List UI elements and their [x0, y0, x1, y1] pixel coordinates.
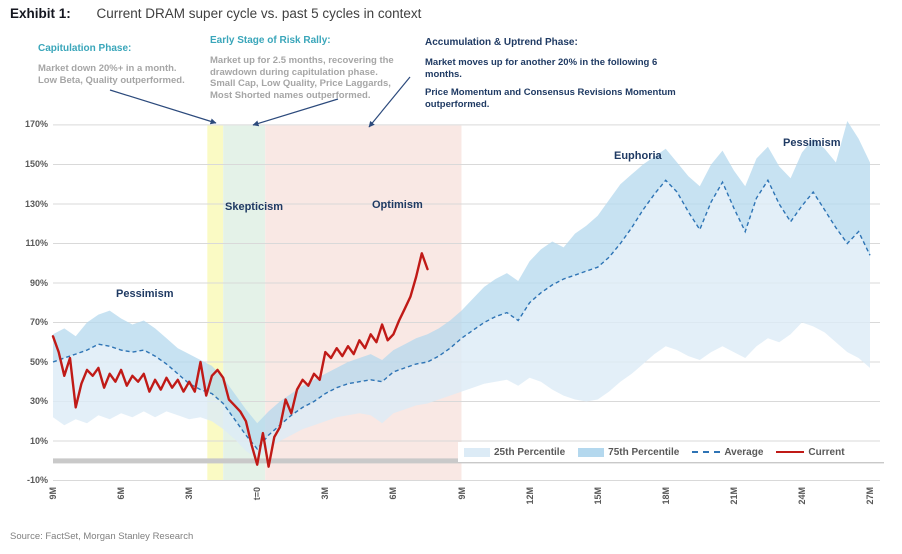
- y-tick-label: 130%: [24, 198, 48, 209]
- y-tick-label: 10%: [29, 435, 48, 446]
- legend-item-current: Current: [776, 446, 845, 458]
- legend-label: Average: [724, 446, 764, 458]
- x-tick-label: 12M: [524, 487, 535, 505]
- sentiment-label-pessimism-left: Pessimism: [116, 288, 174, 300]
- x-tick-label: 9M: [456, 487, 467, 500]
- y-tick-label: 30%: [29, 396, 48, 406]
- annotation-arrow-2: [252, 98, 339, 127]
- x-tick-label: 15M: [592, 487, 603, 505]
- x-tick-label: t=0: [252, 487, 263, 501]
- chart-legend: 25th Percentile 75th Percentile Average …: [458, 442, 886, 462]
- x-tick-label: 27M: [865, 487, 875, 505]
- legend-swatch-25th-percentile: [464, 447, 490, 457]
- annotation-risk-rally: Early Stage of Risk Rally: Market up for…: [210, 35, 435, 101]
- annotation-text: Market down 20%+ in a month.: [38, 63, 177, 74]
- legend-item-25th-percentile: 25th Percentile: [464, 447, 565, 458]
- annotation-capitulation: Capitulation Phase: Market down 20%+ in …: [38, 43, 228, 86]
- annotation-text: Market up for 2.5 months, recovering the: [210, 55, 394, 66]
- page-title: Current DRAM super cycle vs. past 5 cycl…: [96, 6, 422, 21]
- annotation-arrow-1: [109, 89, 217, 125]
- sentiment-label-optimism: Optimism: [372, 199, 423, 211]
- y-tick-label: 70%: [29, 317, 48, 327]
- exhibit-label: Exhibit 1:: [10, 6, 71, 21]
- annotation-heading-accumulation: Accumulation & Uptrend Phase:: [425, 37, 578, 48]
- y-tick-label: 90%: [29, 277, 48, 288]
- series-average: [52, 178, 871, 451]
- y-tick-label: -10%: [26, 475, 48, 485]
- legend-item-75th-percentile: 75th Percentile: [578, 447, 679, 458]
- y-tick-label: 150%: [24, 159, 48, 169]
- legend-swatch-current: [776, 451, 805, 453]
- y-tick-label: 110%: [25, 238, 48, 248]
- annotation-heading-capitulation: Capitulation Phase:: [38, 43, 132, 54]
- annotation-text: Low Beta, Quality outperformed.: [38, 74, 185, 86]
- legend-label: 75th Percentile: [608, 446, 680, 458]
- legend-label: Current: [808, 446, 845, 458]
- annotation-heading-risk-rally: Early Stage of Risk Rally:: [210, 35, 331, 46]
- y-tick-label: 50%: [29, 356, 48, 367]
- x-tick-label: 21M: [728, 487, 739, 505]
- series-current: [51, 252, 429, 468]
- band-25th-percentile: [53, 180, 870, 459]
- annotation-text: outperformed.: [425, 98, 490, 110]
- annotation-text: Price Momentum and Consensus Revisions M…: [425, 87, 676, 98]
- x-tick-label: 9M: [48, 487, 58, 500]
- sentiment-label-skepticism: Skepticism: [225, 201, 284, 213]
- sentiment-label-pessimism-right: Pessimism: [783, 137, 841, 149]
- annotation-accumulation: Accumulation & Uptrend Phase: Market mov…: [425, 37, 695, 110]
- x-tick-label: 18M: [660, 487, 671, 505]
- legend-swatch-average: [692, 451, 721, 453]
- x-tick-label: 3M: [320, 487, 331, 500]
- annotation-text: months.: [425, 68, 462, 80]
- x-tick-label: 6M: [388, 487, 399, 500]
- sentiment-label-euphoria: Euphoria: [614, 150, 662, 162]
- annotation-arrow-3: [368, 76, 411, 128]
- legend-label: 25th Percentile: [494, 446, 566, 458]
- y-tick-label: 170%: [24, 119, 48, 130]
- annotation-text: Small Cap, Low Quality, Price Laggards,: [210, 78, 391, 89]
- x-tick-label: 24M: [796, 487, 807, 505]
- annotation-text: Market moves up for another 20% in the f…: [425, 57, 658, 68]
- annotation-text: Most Shorted names outperformed.: [210, 89, 371, 101]
- source-note: Source: FactSet, Morgan Stanley Research: [10, 531, 194, 542]
- legend-swatch-75th-percentile: [578, 447, 605, 457]
- x-tick-label: 3M: [184, 487, 195, 500]
- legend-item-average: Average: [692, 447, 763, 458]
- title-row: Exhibit 1: Current DRAM super cycle vs. …: [10, 6, 421, 21]
- annotation-text: drawdown during capitulation phase.: [210, 66, 378, 78]
- x-tick-label: 6M: [116, 487, 127, 500]
